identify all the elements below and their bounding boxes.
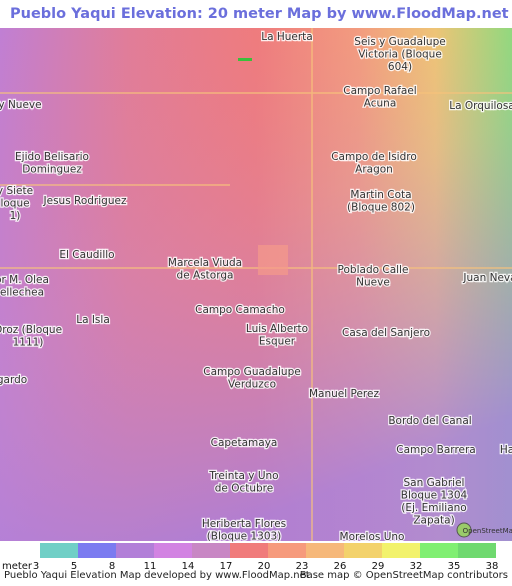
- place-label: La Huerta: [261, 31, 313, 43]
- place-label: Luis Alberto: [246, 323, 308, 335]
- place-label: Morelos Uno: [340, 531, 405, 543]
- place-label: Jesus Rodriguez: [43, 195, 127, 207]
- legend-tick: 20: [258, 561, 271, 572]
- place-label: La Isla: [76, 314, 110, 326]
- legend-swatch: [458, 543, 496, 558]
- place-label: Acuna: [364, 98, 397, 110]
- place-label: Seis y Guadalupe: [354, 36, 445, 48]
- place-label: Aragon: [355, 164, 393, 176]
- legend-swatch: [306, 543, 344, 558]
- place-label: Juan Neva: [462, 272, 512, 284]
- place-label: (Bloque 802): [347, 202, 415, 214]
- place-label: Casa del Sanjero: [342, 327, 430, 339]
- legend-tick: 8: [109, 561, 115, 572]
- place-label: Ha: [500, 444, 512, 456]
- place-label: Ejido Belisario: [15, 151, 89, 163]
- place-label: Verduzco: [228, 379, 276, 391]
- place-label: or M. Olea: [0, 274, 49, 286]
- legend-tick: 29: [372, 561, 385, 572]
- svg-text:OpenStreetMap: OpenStreetMap: [463, 527, 512, 535]
- place-label: Bloque 1304: [401, 490, 468, 502]
- place-label: 604): [388, 61, 412, 73]
- legend-swatch: [154, 543, 192, 558]
- place-label: gardo: [0, 374, 27, 386]
- map-area: [0, 28, 512, 541]
- osm-logo: OpenStreetMap: [456, 522, 512, 538]
- place-label: Campo Camacho: [195, 304, 285, 316]
- legend-tick: 17: [220, 561, 233, 572]
- legend-tick: 32: [410, 561, 423, 572]
- legend-tick: 14: [182, 561, 195, 572]
- legend-tick: 35: [448, 561, 461, 572]
- place-label: Treinta y Uno: [208, 470, 278, 482]
- place-label: Victoria (Bloque: [358, 49, 442, 61]
- place-label: Campo Rafael: [343, 85, 416, 97]
- footer-left: Pueblo Yaqui Elevation Map developed by …: [4, 570, 310, 581]
- place-label: y Siete: [0, 185, 33, 197]
- legend-unit: meter: [2, 561, 33, 572]
- legend-swatch: [344, 543, 382, 558]
- legend-swatch: [420, 543, 458, 558]
- place-label: Poblado Calle: [338, 264, 409, 276]
- footer-right: Base map © OpenStreetMap contributors: [300, 570, 508, 581]
- place-label: loque: [0, 198, 29, 210]
- place-label: San Gabriel: [404, 477, 465, 489]
- legend-swatch: [192, 543, 230, 558]
- place-label: La Orquilosa: [449, 100, 512, 112]
- legend-swatch: [230, 543, 268, 558]
- place-label: Zapata): [413, 515, 454, 527]
- place-label: Marcela Viuda: [168, 257, 242, 269]
- place-label: El Caudillo: [59, 249, 114, 261]
- legend-tick: 26: [334, 561, 347, 572]
- place-label: Dominguez: [22, 164, 82, 176]
- legend-tick: 11: [144, 561, 157, 572]
- legend-swatch: [40, 543, 78, 558]
- place-label: Oroz (Bloque: [0, 324, 62, 336]
- title: Pueblo Yaqui Elevation: 20 meter Map by …: [10, 6, 512, 22]
- legend-tick: 38: [486, 561, 499, 572]
- place-label: ellechea: [0, 287, 44, 299]
- place-label: Manuel Perez: [309, 388, 379, 400]
- place-label: 1): [10, 210, 21, 222]
- legend-tick: 3: [33, 561, 39, 572]
- place-label: y Nueve: [0, 99, 42, 111]
- place-label: 1111): [13, 337, 44, 349]
- place-label: de Octubre: [215, 483, 273, 495]
- legend: meter 3 5 8 11 14 17 20 23 26 29 32 35 38: [2, 543, 498, 572]
- place-label: Martin Cota: [350, 189, 411, 201]
- place-label: Campo Barrera: [396, 444, 476, 456]
- legend-swatch: [382, 543, 420, 558]
- legend-swatch: [116, 543, 154, 558]
- place-label: Heriberta Flores: [202, 518, 286, 530]
- place-label: Esquer: [259, 336, 296, 348]
- place-label: (Bloque 1303): [207, 531, 282, 543]
- place-label: Campo de Isidro: [331, 151, 417, 163]
- place-label: Campo Guadalupe: [203, 366, 300, 378]
- place-label: Nueve: [356, 277, 390, 289]
- legend-tick: 5: [71, 561, 77, 572]
- legend-swatch: [268, 543, 306, 558]
- place-label: Bordo del Canal: [388, 415, 471, 427]
- place-label: (Ej. Emiliano: [401, 502, 466, 514]
- place-label: Capetamaya: [211, 437, 278, 449]
- place-label: de Astorga: [177, 270, 234, 282]
- legend-tick: 23: [296, 561, 309, 572]
- legend-swatch: [78, 543, 116, 558]
